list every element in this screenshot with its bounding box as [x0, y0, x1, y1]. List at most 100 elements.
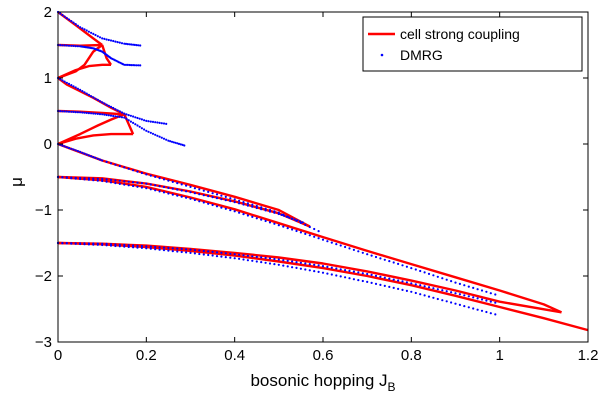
data-point [162, 122, 166, 125]
y-tick-label: −1 [35, 202, 52, 219]
x-axis-title: bosonic hopping JB [250, 371, 395, 394]
data-point [116, 41, 119, 44]
data-point [379, 283, 382, 286]
data-point [123, 116, 126, 119]
data-point [123, 63, 126, 66]
data-point [114, 244, 117, 248]
data-point [147, 130, 150, 133]
data-point [277, 224, 280, 227]
data-point [313, 235, 316, 238]
data-point [352, 270, 355, 273]
data-point [458, 293, 461, 296]
data-point [251, 215, 254, 218]
data-point [215, 197, 219, 200]
data-point [103, 113, 106, 116]
data-point [128, 43, 131, 46]
data-point [109, 181, 113, 184]
data-point [198, 249, 201, 252]
data-point [107, 114, 110, 117]
data-point [251, 259, 254, 262]
data-point [277, 212, 280, 216]
data-point [308, 225, 311, 229]
data-point [207, 253, 210, 257]
data-point [136, 181, 139, 184]
data-point [383, 258, 386, 261]
data-point [313, 263, 316, 266]
data-point [105, 244, 108, 247]
data-point [339, 268, 342, 271]
x-tick-label: 0.6 [313, 347, 334, 364]
data-point [326, 265, 329, 268]
data-point [154, 121, 157, 124]
data-point [76, 111, 79, 114]
data-point [229, 209, 232, 212]
data-point [158, 177, 161, 180]
data-point [304, 232, 307, 235]
data-point [264, 256, 267, 259]
data-point [467, 295, 470, 298]
data-point [136, 170, 139, 173]
series-dots-1-branch-6 [56, 175, 497, 296]
data-point [207, 250, 210, 253]
data-point [251, 203, 254, 206]
data-point [273, 257, 276, 261]
data-point [154, 248, 157, 251]
data-point [273, 222, 276, 225]
data-point [79, 177, 82, 181]
data-point [432, 287, 435, 290]
data-point [229, 200, 232, 203]
data-point [101, 179, 104, 183]
y-tick-label: 2 [44, 4, 52, 21]
data-point [107, 38, 110, 42]
data-point [291, 266, 294, 269]
data-point [242, 254, 245, 257]
data-point [129, 114, 132, 117]
data-point [410, 282, 413, 285]
data-point [76, 87, 79, 90]
data-point [176, 188, 179, 191]
data-point [140, 127, 143, 130]
data-point [198, 188, 201, 191]
data-point [185, 190, 188, 193]
data-point [65, 81, 68, 84]
data-point [291, 260, 294, 263]
data-point [105, 160, 108, 163]
data-point [162, 185, 166, 189]
data-point [98, 100, 102, 103]
data-point [94, 156, 97, 159]
data-point [85, 153, 88, 156]
data-point [138, 125, 141, 128]
data-point [441, 289, 444, 292]
data-point [61, 13, 64, 17]
data-point [427, 295, 431, 298]
data-point [118, 182, 121, 185]
data-point [207, 202, 210, 205]
data-point [176, 194, 179, 197]
data-point [485, 290, 488, 293]
data-point [136, 244, 139, 247]
data-point [189, 248, 192, 251]
data-point [293, 218, 296, 221]
data-point [321, 265, 325, 268]
data-point [383, 276, 386, 279]
data-point [72, 21, 75, 24]
data-point [154, 189, 157, 192]
data-point [207, 190, 210, 193]
data-point [127, 245, 130, 249]
data-point [246, 254, 249, 257]
series-dots-1-branch-1 [56, 43, 142, 67]
data-point [423, 271, 426, 274]
data-point [94, 97, 97, 100]
data-point [130, 64, 133, 67]
data-point [127, 180, 130, 183]
data-point [317, 230, 320, 233]
data-point [154, 133, 157, 136]
data-point [246, 214, 249, 217]
data-point [326, 272, 329, 275]
data-point [260, 208, 263, 211]
data-point [158, 121, 161, 124]
data-point [224, 195, 227, 198]
data-point [79, 150, 82, 153]
data-point [476, 297, 479, 300]
data-point [65, 146, 68, 149]
